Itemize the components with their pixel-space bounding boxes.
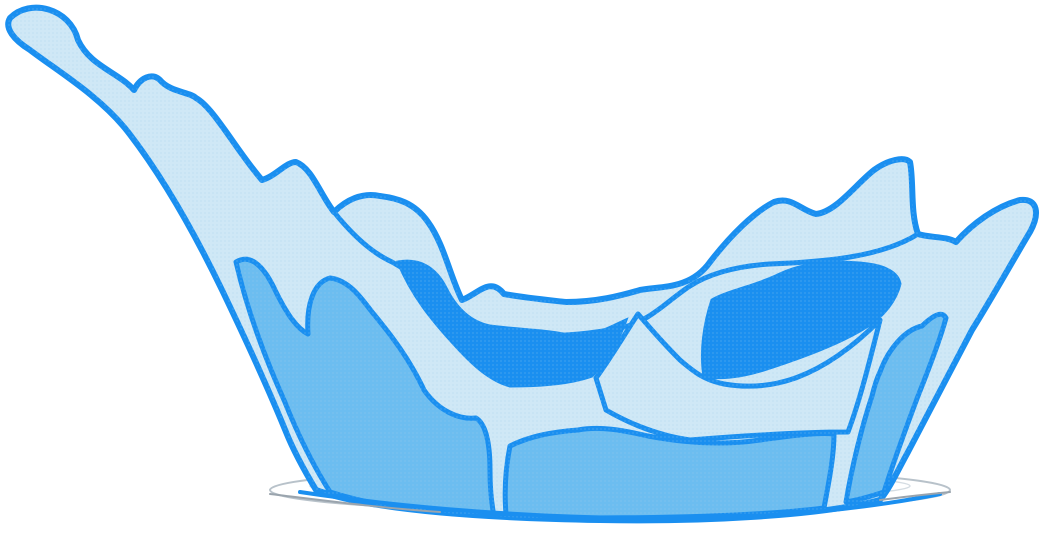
water-shadow-line bbox=[269, 491, 951, 513]
splash-texture-light bbox=[8, 7, 1036, 521]
water-surface-line bbox=[298, 490, 942, 521]
